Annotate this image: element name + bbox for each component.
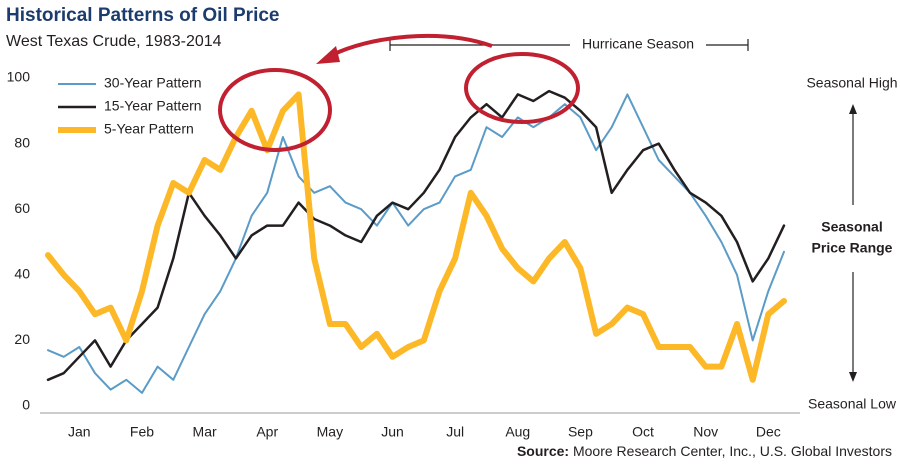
y-tick-label: 100 xyxy=(7,69,31,85)
annotation: Seasonal Low xyxy=(808,396,897,412)
x-tick-label: Jul xyxy=(446,424,464,440)
source-label: Source: xyxy=(517,443,569,459)
x-tick-label: Nov xyxy=(693,424,718,440)
hurricane-bracket xyxy=(389,39,749,51)
y-tick-label: 0 xyxy=(22,397,30,413)
legend-label: 15-Year Pattern xyxy=(104,98,202,114)
x-tick-label: Mar xyxy=(193,424,217,440)
y-tick-label: 20 xyxy=(14,331,30,347)
source-text: Moore Research Center, Inc., U.S. Global… xyxy=(573,443,892,459)
x-tick-label: Sep xyxy=(568,424,593,440)
range-arrows xyxy=(849,104,857,382)
plot-area: 0 20 40 60 80 100 Jan Feb Mar Apr May Jun Jul Aug Sep O… xyxy=(7,69,800,440)
x-tick-label: Apr xyxy=(256,424,278,440)
chart-subtitle: West Texas Crude, 1983-2014 xyxy=(6,33,222,50)
x-tick-label: Dec xyxy=(756,424,781,440)
y-tick-label: 60 xyxy=(14,200,30,216)
annotation: Seasonal xyxy=(821,219,882,235)
x-tick-label: Aug xyxy=(505,424,530,440)
x-tick-label: Feb xyxy=(130,424,154,440)
series-line xyxy=(45,91,787,383)
source: Source: Moore Research Center, Inc., U.S… xyxy=(517,443,892,459)
annotation: Seasonal High xyxy=(806,75,897,91)
y-tick-label: 40 xyxy=(14,266,30,282)
legend-label: 5-Year Pattern xyxy=(104,121,194,137)
x-tick-label: Oct xyxy=(632,424,654,440)
legend-label: 30-Year Pattern xyxy=(104,75,202,91)
x-tick-label: Jun xyxy=(381,424,404,440)
annotation: Hurricane Season xyxy=(582,36,694,52)
y-tick-label: 80 xyxy=(14,134,30,150)
chart-title: Historical Patterns of Oil Price xyxy=(6,5,279,26)
x-tick-label: May xyxy=(317,424,343,440)
x-tick-label: Jan xyxy=(68,424,91,440)
series-line xyxy=(47,93,785,394)
series-line xyxy=(46,89,786,382)
highlights xyxy=(218,34,580,152)
annotation: Price Range xyxy=(812,240,893,256)
